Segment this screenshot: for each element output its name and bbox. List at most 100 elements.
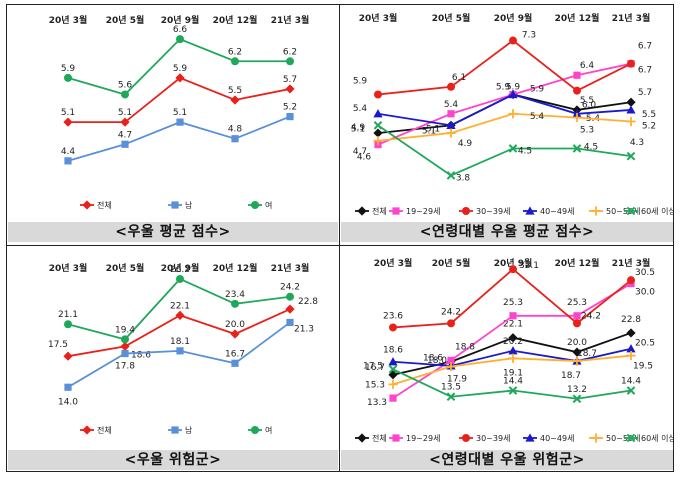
data-point xyxy=(373,109,383,118)
data-point xyxy=(388,364,398,374)
grid-divider-horizontal xyxy=(6,245,674,246)
data-point xyxy=(573,86,581,95)
data-label: 5.7 xyxy=(638,88,652,98)
data-point xyxy=(121,140,129,148)
legend-marker xyxy=(82,425,92,435)
data-label: 25.3 xyxy=(503,298,523,308)
data-point xyxy=(63,351,73,361)
data-point xyxy=(572,394,582,404)
data-point xyxy=(572,356,582,366)
legend-marker xyxy=(525,433,535,442)
legend-marker xyxy=(462,434,470,442)
category-label: 20년 9월 xyxy=(161,14,199,26)
legend-marker xyxy=(392,207,400,215)
series--: 21.1 19.4 26.2 23.4 24.2 xyxy=(58,265,300,344)
data-label: 17.5 xyxy=(363,361,383,371)
legend-item: 19~29세 xyxy=(389,434,440,443)
category-label: 20년 9월 xyxy=(494,257,532,269)
data-label: 5.6 xyxy=(118,80,133,90)
data-label: 5.4 xyxy=(444,100,459,110)
data-label: 4.3 xyxy=(630,138,644,148)
data-label: 14.0 xyxy=(58,397,78,407)
data-point xyxy=(509,265,517,274)
data-label: 26.2 xyxy=(170,265,190,275)
legend-label: 19~29세 xyxy=(406,207,440,216)
data-point xyxy=(388,379,398,389)
legend-label: 전체 xyxy=(372,206,387,216)
data-label: 5.5 xyxy=(228,86,242,96)
legend-label: 50~59세 xyxy=(606,434,640,443)
data-label: 22.1 xyxy=(503,320,523,330)
data-label: 5.2 xyxy=(642,121,656,131)
data-point xyxy=(388,357,398,366)
data-label: 23.4 xyxy=(225,290,245,300)
data-point xyxy=(509,312,517,320)
data-point xyxy=(626,350,636,361)
legend-label: 전체 xyxy=(372,433,387,443)
data-label: 20.5 xyxy=(635,339,655,349)
caption-depression-risk: <우울 위험군> xyxy=(8,450,338,470)
data-point xyxy=(176,347,184,355)
data-point xyxy=(446,120,456,129)
category-label: 20년 5월 xyxy=(106,14,144,26)
data-label: 4.8 xyxy=(228,125,243,135)
data-label: 5.1 xyxy=(118,108,132,118)
data-point xyxy=(626,97,636,107)
data-point xyxy=(285,304,295,314)
data-label: 14.4 xyxy=(503,377,523,387)
category-label: 20년 3월 xyxy=(49,14,87,26)
data-point xyxy=(447,319,455,328)
legend-label: 60세 이상 xyxy=(641,206,673,216)
data-point xyxy=(446,392,456,402)
data-point xyxy=(64,157,72,165)
legend-marker xyxy=(171,201,179,209)
data-point xyxy=(230,95,240,105)
category-label: 20년 3월 xyxy=(374,257,412,269)
data-label: 30.5 xyxy=(635,268,655,278)
category-label: 21년 3월 xyxy=(612,12,650,24)
data-point xyxy=(373,136,383,146)
data-label: 13.3 xyxy=(367,398,387,408)
data-label: 19.4 xyxy=(115,325,135,335)
data-label: 4.9 xyxy=(458,139,473,149)
data-point xyxy=(508,144,518,153)
chart-depression-score: 20년 3월 20년 5월 20년 9월 20년 12월 21년 3월 5.1 5.1 5.9… xyxy=(49,14,309,210)
data-label: 6.0 xyxy=(582,101,597,111)
data-label: 20.0 xyxy=(225,320,245,330)
data-label: 14.4 xyxy=(621,377,641,387)
data-point xyxy=(447,82,455,91)
data-point xyxy=(175,310,185,320)
legend-item: 여 xyxy=(248,425,272,435)
caption-depression-score-by-age: <연령대별 우울 평균 점수> xyxy=(341,222,673,242)
data-label: 6.7 xyxy=(638,66,652,76)
data-point xyxy=(231,57,239,66)
chart-depression-risk: 20년 3월 20년 5월 20년 9월 20년 12월 21년 3월 17.5 18.6 2… xyxy=(48,262,318,435)
data-label: 22.8 xyxy=(298,297,318,307)
data-label: 13.5 xyxy=(441,383,461,393)
series--: 5.9 5.6 6.6 6.2 6.2 xyxy=(61,25,297,99)
legend-label: 전체 xyxy=(97,200,112,210)
data-point xyxy=(626,328,636,338)
data-point xyxy=(231,359,239,367)
data-label: 21.3 xyxy=(294,324,314,334)
data-label: 7.3 xyxy=(522,31,536,41)
data-point xyxy=(388,370,398,380)
data-label: 5.9 xyxy=(506,83,521,93)
category-label: 20년 12월 xyxy=(213,262,258,274)
legend-marker xyxy=(357,433,367,443)
series-age-60: 5.1 3.8 4.5 4.5 4.3 xyxy=(351,121,644,183)
data-point xyxy=(286,113,294,121)
data-label: 30.0 xyxy=(635,288,655,298)
data-label: 16.7 xyxy=(365,363,385,373)
legend-item: 전체 xyxy=(80,425,112,435)
data-point xyxy=(626,105,636,114)
data-label: 20.0 xyxy=(567,338,587,348)
data-label: 17.5 xyxy=(48,340,68,350)
data-label: 5.5 xyxy=(642,110,656,120)
data-label: 6.4 xyxy=(580,61,595,71)
category-label: 20년 3월 xyxy=(49,262,87,274)
data-label: 18.7 xyxy=(561,371,581,381)
figure-grid xyxy=(6,4,674,472)
legend-label: 여 xyxy=(265,200,272,210)
data-label: 20.2 xyxy=(503,337,523,347)
